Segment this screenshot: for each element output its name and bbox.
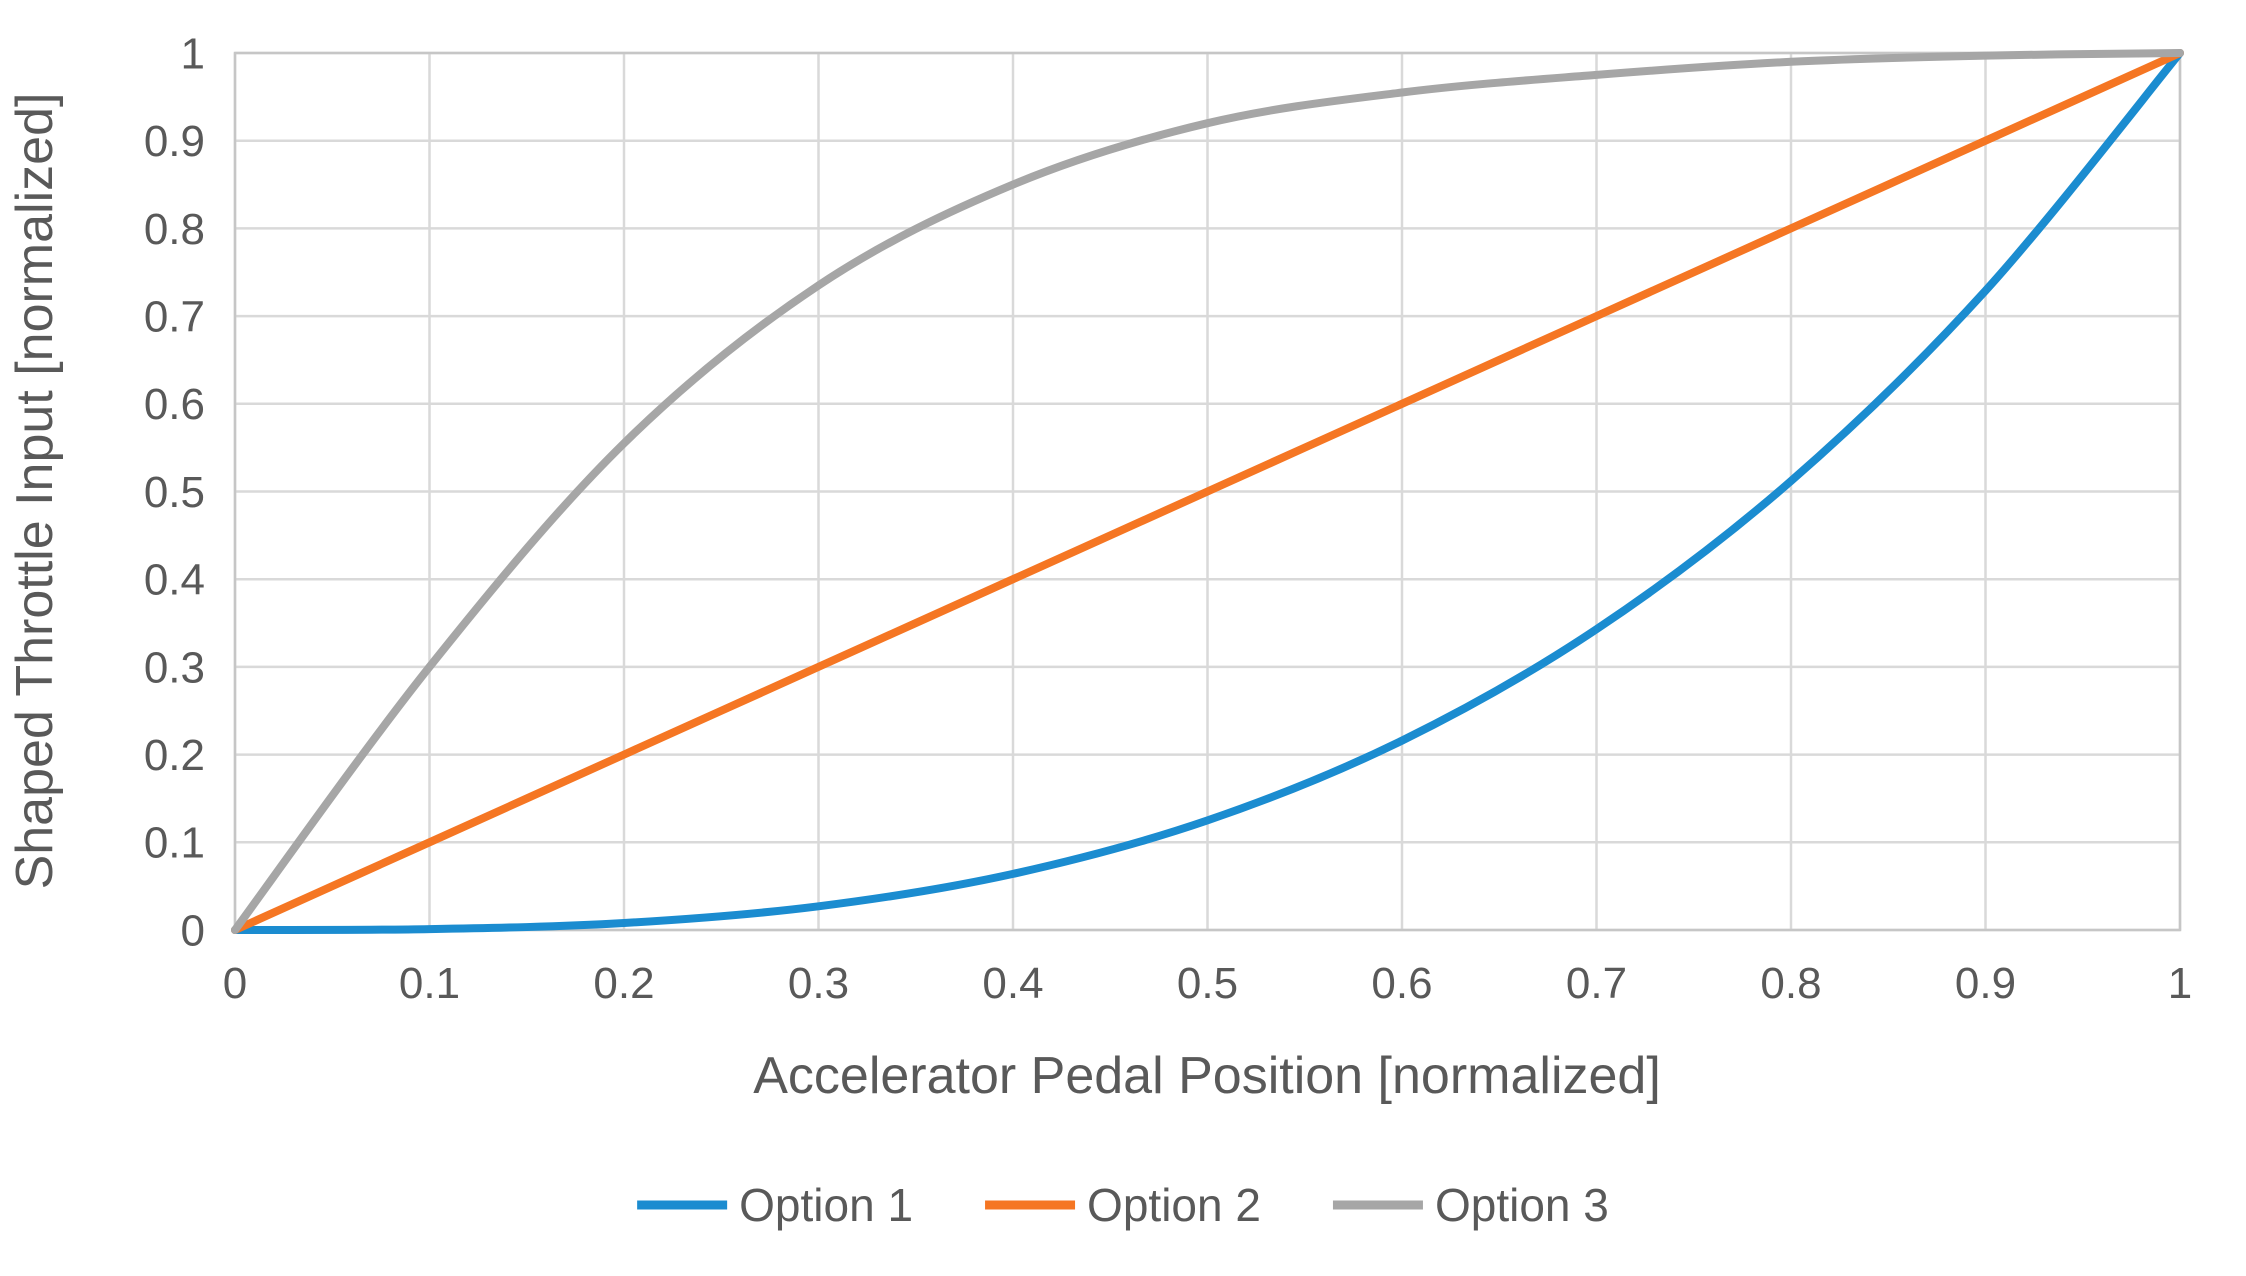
legend-label: Option 2: [1087, 1179, 1261, 1231]
x-tick-label: 0.1: [399, 959, 460, 1008]
series-line-option-1: [231, 49, 2184, 934]
y-axis-title: Shaped Throttle Input [normalized]: [6, 93, 64, 890]
x-tick-label: 0.5: [1177, 959, 1238, 1008]
plot-frame: [233, 51, 2182, 932]
x-axis-title: Accelerator Pedal Position [normalized]: [753, 1047, 1661, 1105]
legend-label: Option 3: [1435, 1179, 1609, 1231]
y-tick-label: 0.4: [144, 556, 205, 605]
x-tick-label: 0: [223, 959, 247, 1008]
legend: Option 1 Option 2 Option 3: [637, 1179, 1609, 1231]
series-lines: [231, 49, 2184, 934]
y-axis-tick-labels: 0 0.1 0.2 0.3 0.4 0.5 0.6 0.7 0.8 0.9 1: [144, 29, 205, 955]
x-axis-tick-labels: 0 0.1 0.2 0.3 0.4 0.5 0.6 0.7 0.8 0.9 1: [223, 959, 2192, 1008]
y-tick-label: 0.5: [144, 468, 205, 517]
series-line-option-2: [231, 49, 2184, 934]
y-tick-label: 1: [181, 29, 205, 78]
x-tick-label: 0.6: [1371, 959, 1432, 1008]
x-tick-label: 0.3: [788, 959, 849, 1008]
legend-label: Option 1: [739, 1179, 913, 1231]
y-tick-label: 0.1: [144, 819, 205, 868]
y-tick-label: 0.9: [144, 117, 205, 166]
x-tick-label: 0.8: [1760, 959, 1821, 1008]
x-tick-label: 1: [2168, 959, 2192, 1008]
legend-item-option-2: Option 2: [985, 1179, 1261, 1231]
x-tick-label: 0.2: [593, 959, 654, 1008]
legend-item-option-3: Option 3: [1332, 1179, 1609, 1231]
x-tick-label: 0.7: [1566, 959, 1627, 1008]
y-tick-label: 0.6: [144, 380, 205, 429]
gridlines: [233, 51, 2182, 932]
y-tick-label: 0.3: [144, 643, 205, 692]
x-tick-label: 0.9: [1955, 959, 2016, 1008]
series-line-option-3: [231, 49, 2184, 934]
y-tick-label: 0: [181, 906, 205, 955]
y-tick-label: 0.2: [144, 731, 205, 780]
legend-item-option-1: Option 1: [637, 1179, 913, 1231]
y-tick-label: 0.7: [144, 293, 205, 342]
x-tick-label: 0.4: [982, 959, 1043, 1008]
y-tick-label: 0.8: [144, 205, 205, 254]
